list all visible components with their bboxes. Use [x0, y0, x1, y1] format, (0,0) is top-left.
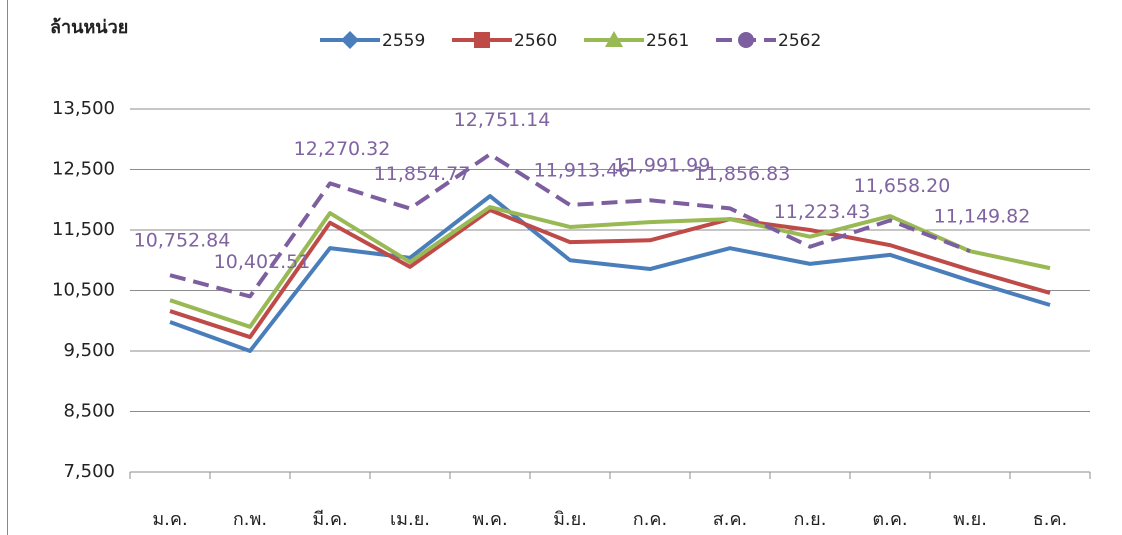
value-label: 11,149.82 [934, 206, 1031, 228]
legend-label: 2561 [646, 31, 689, 51]
value-label: 11,991.99 [614, 155, 711, 177]
x-tick-label: ม.ค. [152, 509, 187, 530]
series-line [169, 194, 1051, 353]
y-tick-label: 9,500 [63, 340, 115, 361]
y-tick-label: 10,500 [52, 280, 115, 301]
x-tick-label: ส.ค. [713, 509, 747, 530]
legend-marker [341, 31, 359, 49]
legend-marker [474, 32, 490, 48]
x-tick-label: ก.ค. [633, 509, 667, 530]
x-tick-label: ก.พ. [233, 509, 267, 530]
value-label: 10,752.84 [134, 230, 231, 252]
legend-label: 2562 [778, 31, 821, 51]
x-tick-label: พ.ค. [472, 509, 507, 530]
legend-label: 2559 [382, 31, 425, 51]
value-label: 11,856.83 [694, 163, 791, 185]
value-label: 12,751.14 [454, 109, 551, 131]
value-label: 11,223.43 [774, 201, 871, 223]
y-tick-label: 12,500 [52, 159, 115, 180]
value-label: 10,402.51 [214, 251, 311, 273]
y-tick-label: 7,500 [63, 461, 115, 482]
y-tick-label: 11,500 [52, 219, 115, 240]
x-tick-label: เม.ย. [390, 509, 430, 530]
x-tick-label: ก.ย. [794, 509, 827, 530]
value-label: 11,913.46 [534, 159, 631, 181]
y-tick-label: 8,500 [63, 401, 115, 422]
x-tick-label: พ.ย. [953, 509, 987, 530]
series-line [169, 208, 1051, 340]
legend-label: 2560 [514, 31, 557, 51]
y-axis-label: ล้านหน่วย [50, 17, 128, 38]
series-line [169, 152, 971, 299]
y-tick-label: 13,500 [52, 98, 115, 119]
value-label: 12,270.32 [294, 138, 391, 160]
x-tick-label: มี.ค. [312, 509, 347, 530]
value-label: 11,658.20 [854, 175, 951, 197]
x-tick-label: ธ.ค. [1033, 509, 1067, 530]
value-label: 11,854.77 [374, 163, 471, 185]
x-tick-label: ต.ค. [872, 509, 907, 530]
legend-marker [738, 32, 754, 48]
legend-marker [605, 31, 623, 47]
x-tick-label: มิ.ย. [553, 509, 587, 530]
series-line [169, 205, 1051, 329]
